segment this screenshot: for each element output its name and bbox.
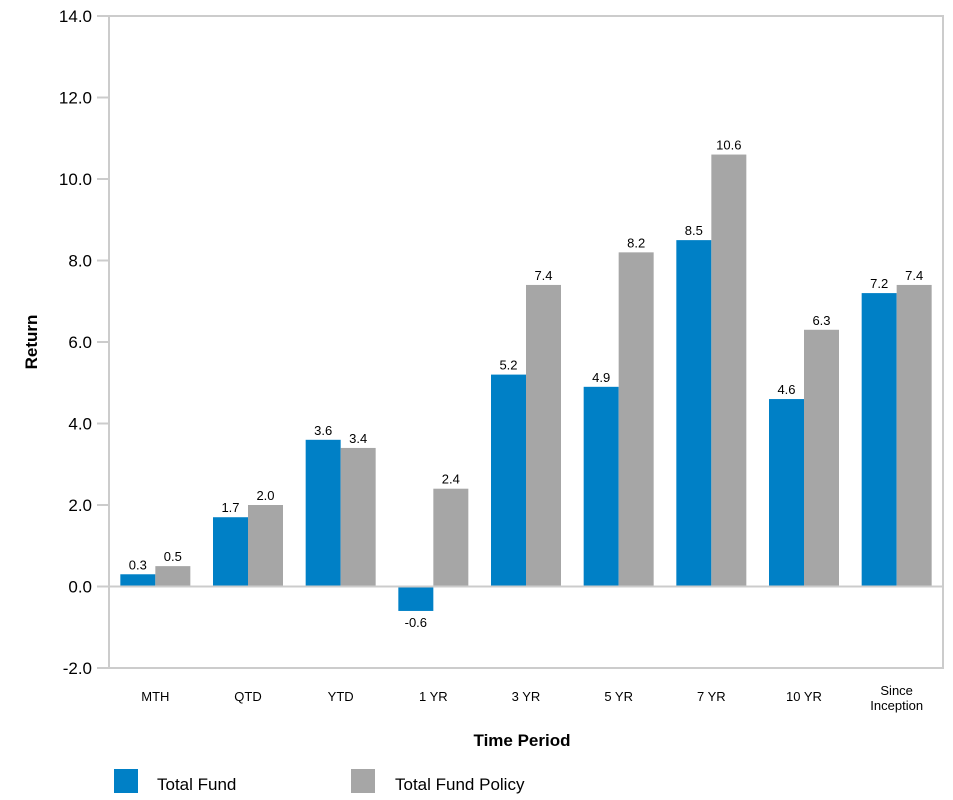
bar xyxy=(248,505,283,587)
legend-swatch-total-fund xyxy=(114,769,138,793)
y-tick-label: 2.0 xyxy=(68,496,92,515)
y-tick-label: 12.0 xyxy=(59,89,92,108)
y-tick-label: 10.0 xyxy=(59,170,92,189)
bar xyxy=(155,566,191,587)
bar xyxy=(711,154,747,587)
x-tick-label: 7 YR xyxy=(697,689,726,704)
x-tick-label: 5 YR xyxy=(604,689,633,704)
x-tick-label: QTD xyxy=(234,689,261,704)
data-label: 6.3 xyxy=(812,313,830,328)
bar xyxy=(861,293,897,587)
y-tick-label: 0.0 xyxy=(68,578,92,597)
data-label: 0.3 xyxy=(129,557,147,572)
y-axis: -2.0 0.0 2.0 4.0 6.0 8.0 10.0 12.0 14.0 xyxy=(59,7,109,678)
data-label: 10.6 xyxy=(716,138,741,153)
x-tick-label: MTH xyxy=(141,689,169,704)
bar xyxy=(676,240,712,587)
data-label: 3.4 xyxy=(349,431,367,446)
bar xyxy=(433,488,469,587)
legend-label-total-fund-policy: Total Fund Policy xyxy=(395,775,525,794)
y-tick-label: 14.0 xyxy=(59,7,92,26)
data-label: 2.0 xyxy=(256,488,274,503)
bar xyxy=(305,439,341,587)
bar xyxy=(398,586,434,611)
legend-label-total-fund: Total Fund xyxy=(157,775,236,794)
x-tick-label: Since Inception xyxy=(870,683,923,713)
legend-swatch-total-fund-policy xyxy=(351,769,375,793)
data-label: 4.6 xyxy=(777,382,795,397)
value-labels-group: 0.3 0.5 1.7 2.0 3.6 3.4 -0.6 2.4 5.2 7.4 4.9 8.2 8.5… xyxy=(129,138,923,630)
y-tick-label: 4.0 xyxy=(68,415,92,434)
x-tick-label: 1 YR xyxy=(419,689,448,704)
bar xyxy=(896,284,932,587)
legend: Total Fund Total Fund Policy xyxy=(114,769,525,794)
bar xyxy=(583,386,619,587)
data-label: 5.2 xyxy=(499,358,517,373)
data-label: 7.4 xyxy=(534,268,552,283)
bar xyxy=(340,447,376,587)
data-label: 1.7 xyxy=(221,500,239,515)
y-axis-title: Return xyxy=(22,315,41,370)
data-label: 7.4 xyxy=(905,268,923,283)
y-tick-label: 6.0 xyxy=(68,333,92,352)
y-tick-label: -2.0 xyxy=(63,659,92,678)
bar xyxy=(526,284,561,587)
data-label: 8.2 xyxy=(627,235,645,250)
y-tick-label: 8.0 xyxy=(68,252,92,271)
data-label: 0.5 xyxy=(164,549,182,564)
data-label: 7.2 xyxy=(870,276,888,291)
x-axis: MTH QTD YTD 1 YR 3 YR 5 YR 7 YR 10 YR Since Incep… xyxy=(141,683,923,713)
data-label: 2.4 xyxy=(442,472,460,487)
x-tick-label: 3 YR xyxy=(512,689,541,704)
x-tick-label: 10 YR xyxy=(786,689,822,704)
bar xyxy=(491,374,526,587)
bar xyxy=(769,399,804,587)
x-tick-label: YTD xyxy=(328,689,354,704)
data-label: -0.6 xyxy=(405,615,427,630)
plot-area-frame xyxy=(108,15,944,669)
bar xyxy=(804,329,839,587)
data-label: 3.6 xyxy=(314,423,332,438)
data-label: 8.5 xyxy=(685,223,703,238)
bars-group xyxy=(120,154,932,611)
x-axis-title: Time Period xyxy=(474,731,571,750)
data-label: 4.9 xyxy=(592,370,610,385)
bar xyxy=(120,574,156,587)
bar xyxy=(618,252,654,587)
bar xyxy=(213,517,248,587)
